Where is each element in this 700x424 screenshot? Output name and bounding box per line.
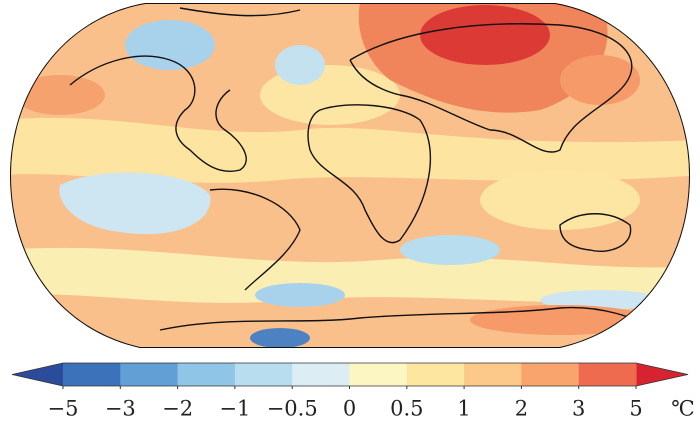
map — [10, 3, 690, 348]
colorbar-segment — [578, 363, 637, 386]
colorbar-segment — [63, 363, 121, 386]
colorbar-tick-label: 0.5 — [390, 397, 423, 421]
colorbar-unit: ℃ — [671, 397, 695, 421]
colorbar-segment — [177, 363, 236, 386]
colorbar-tick-label: −5 — [48, 397, 79, 421]
colorbar-segment — [292, 363, 350, 386]
colorbar-segment — [349, 363, 408, 386]
colorbar-tick-label: −1 — [219, 397, 250, 421]
colorbar: −5 −3 −2 −1 −0.5 0 0.5 1 2 3 5 ℃ — [11, 362, 695, 421]
colorbar-tick-label: 5 — [629, 397, 642, 421]
colorbar-segment — [521, 363, 580, 386]
colorbar-tick-label: 0 — [343, 397, 356, 421]
colorbar-segment — [464, 363, 522, 386]
colorbar-segment — [120, 363, 179, 386]
colorbar-tick-label: −3 — [105, 397, 136, 421]
colorbar-segment — [234, 363, 293, 386]
colorbar-tick-label: 2 — [515, 397, 528, 421]
colorbar-tick-label: 1 — [457, 397, 470, 421]
colorbar-tick-label: 3 — [572, 397, 585, 421]
colorbar-tick-label: −0.5 — [267, 397, 318, 421]
colorbar-extend-low — [12, 363, 63, 386]
colorbar-segment — [406, 363, 465, 386]
colorbar-extend-high — [636, 363, 688, 386]
colorbar-tick-label: −2 — [162, 397, 193, 421]
